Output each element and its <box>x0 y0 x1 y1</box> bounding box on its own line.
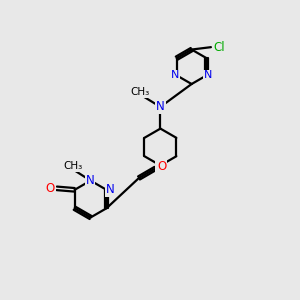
Text: N: N <box>106 183 115 196</box>
Text: N: N <box>156 100 165 113</box>
Text: O: O <box>157 160 167 173</box>
Text: N: N <box>156 159 165 172</box>
Text: CH₃: CH₃ <box>131 87 150 97</box>
Text: N: N <box>171 70 179 80</box>
Text: CH₃: CH₃ <box>63 161 82 171</box>
Text: N: N <box>204 70 212 80</box>
Text: Cl: Cl <box>213 41 225 54</box>
Text: O: O <box>46 182 55 195</box>
Text: N: N <box>85 173 94 187</box>
